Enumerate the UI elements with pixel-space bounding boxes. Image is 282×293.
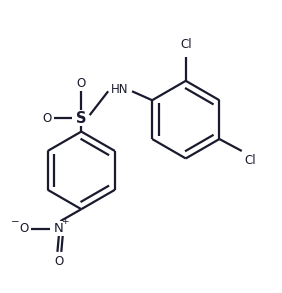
Text: N: N <box>54 222 64 235</box>
Text: HN: HN <box>111 83 129 96</box>
Text: Cl: Cl <box>245 154 256 167</box>
Text: O: O <box>77 77 86 90</box>
Text: O: O <box>42 112 52 125</box>
Text: O: O <box>54 255 63 268</box>
Text: −: − <box>11 217 20 227</box>
Text: S: S <box>76 111 87 126</box>
Text: Cl: Cl <box>180 38 191 51</box>
Text: O: O <box>19 222 28 235</box>
Text: +: + <box>61 217 69 226</box>
